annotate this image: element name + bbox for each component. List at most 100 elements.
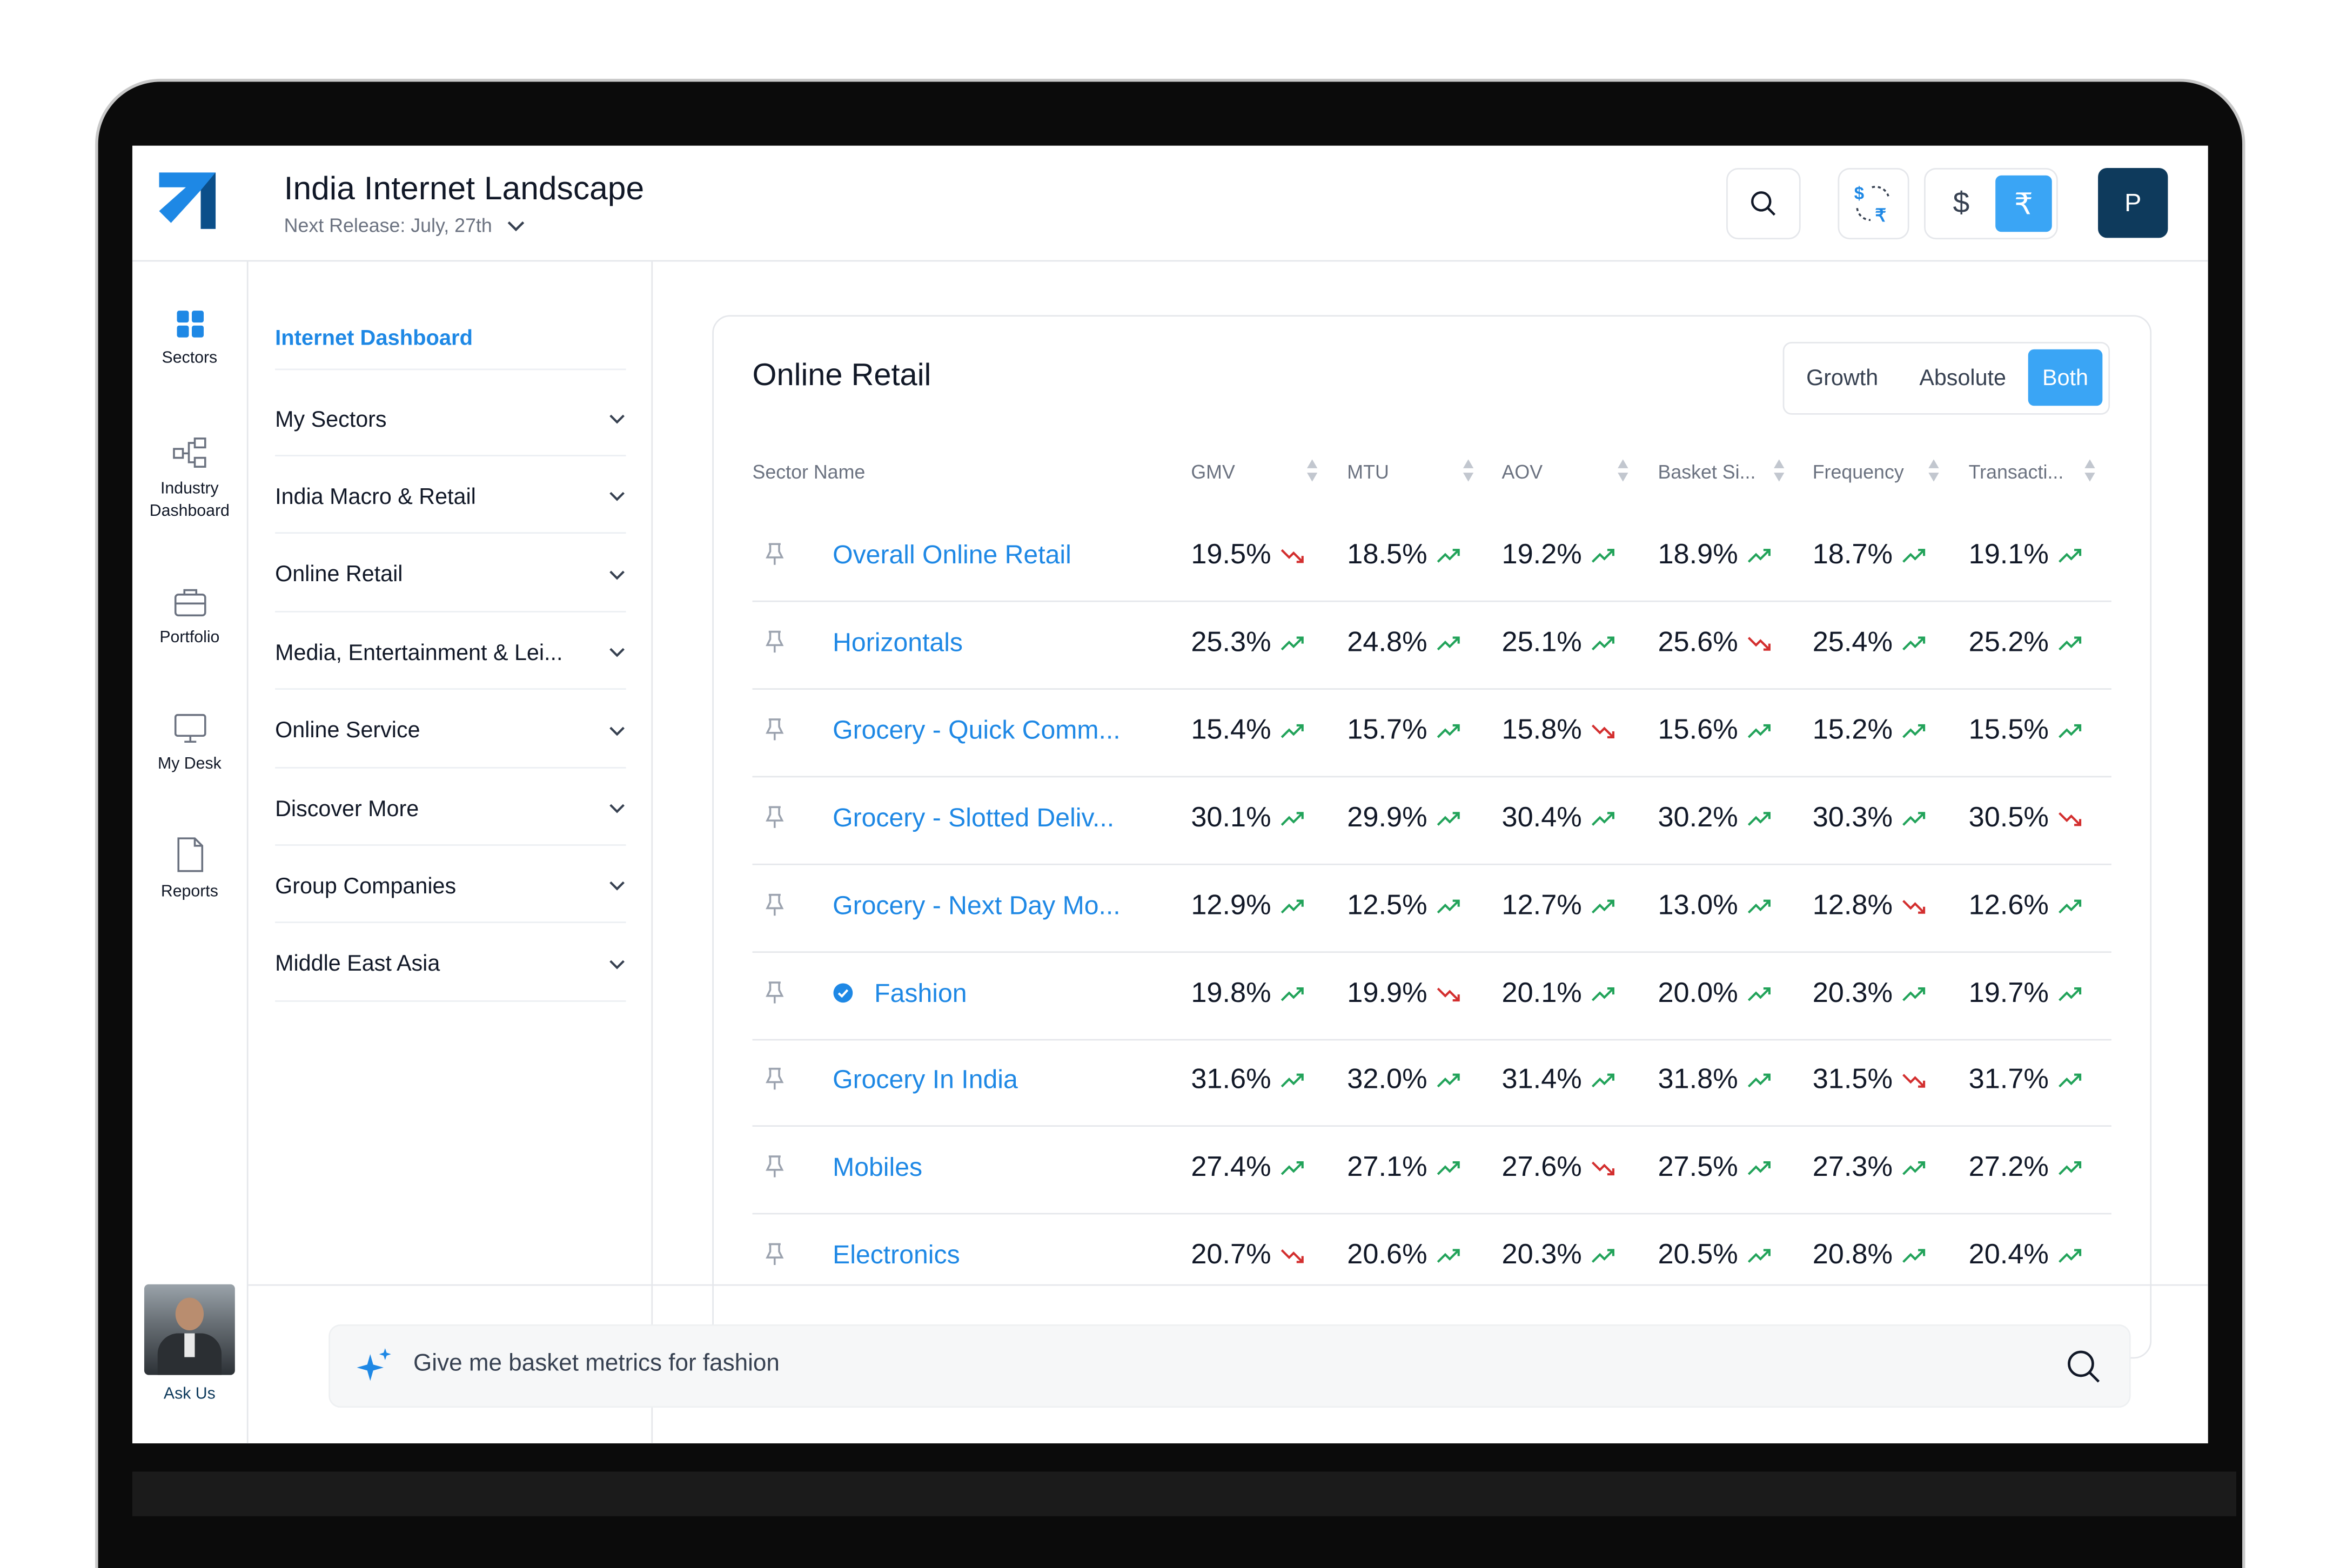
search-button[interactable] — [1726, 167, 1801, 240]
trend-down-icon — [1902, 899, 1925, 913]
column-header-sector-name: Sector Name — [752, 461, 866, 483]
metric-cell: 15.4% — [1191, 715, 1305, 748]
rail-item-reports[interactable]: Reports — [132, 837, 247, 904]
sort-icon[interactable] — [1462, 458, 1475, 483]
nav-item[interactable]: Media, Entertainment & Lei... — [275, 629, 626, 677]
pin-icon[interactable] — [765, 893, 786, 917]
metric-value: 25.4% — [1812, 627, 1893, 658]
rail-item-industry-dashboard[interactable]: Industry Dashboard — [132, 437, 247, 523]
metric-value: 27.3% — [1812, 1152, 1893, 1184]
ask-us-button[interactable]: Ask Us — [144, 1284, 235, 1403]
release-label: Next Release: July, 27th — [284, 214, 492, 237]
sector-link[interactable]: Overall Online Retail — [833, 540, 1071, 571]
sort-icon[interactable] — [1772, 458, 1786, 483]
metric-value: 30.1% — [1191, 802, 1271, 834]
metric-value: 18.5% — [1347, 539, 1427, 571]
currency-usd-button[interactable]: $ — [1953, 186, 1970, 219]
nav-item[interactable]: India Macro & Retail — [275, 473, 626, 521]
metric-value: 12.8% — [1812, 890, 1893, 921]
nav-item-label: India Macro & Retail — [275, 484, 476, 510]
trend-up-icon — [1591, 1249, 1614, 1263]
sector-link[interactable]: Horizontals — [833, 627, 963, 658]
sector-link[interactable]: Mobiles — [833, 1153, 922, 1184]
trend-down-icon — [1747, 636, 1771, 651]
user-avatar-button[interactable]: P — [2098, 167, 2168, 238]
column-header[interactable]: AOV — [1501, 461, 1543, 483]
metric-value: 18.9% — [1658, 539, 1738, 571]
trend-up-icon — [1591, 636, 1614, 650]
nav-item[interactable]: Middle East Asia — [275, 940, 626, 988]
sort-icon[interactable] — [1305, 458, 1319, 483]
metric-value: 20.0% — [1658, 977, 1738, 1009]
metric-value: 25.3% — [1191, 627, 1271, 658]
chevron-down-icon — [609, 414, 625, 424]
sector-link[interactable]: Grocery In India — [833, 1065, 1018, 1096]
nav-item-internet-dashboard[interactable]: Internet Dashboard — [275, 327, 473, 351]
metric-value: 27.5% — [1658, 1152, 1738, 1184]
pin-icon[interactable] — [765, 718, 786, 742]
nav-item[interactable]: Group Companies — [275, 863, 626, 910]
column-header[interactable]: Transacti... — [1968, 461, 2064, 483]
column-header[interactable]: MTU — [1347, 461, 1389, 483]
metric-value: 15.4% — [1191, 715, 1271, 746]
trend-up-icon — [1747, 1161, 1771, 1176]
sector-link[interactable]: Grocery - Slotted Deliv... — [833, 802, 1114, 833]
metric-value: 19.2% — [1501, 539, 1582, 571]
search-icon[interactable] — [2067, 1350, 2101, 1384]
currency-inr-button[interactable]: ₹ — [1995, 175, 2052, 232]
metric-cell: 31.5% — [1813, 1065, 1927, 1098]
rail-item-portfolio[interactable]: Portfolio — [132, 586, 247, 649]
nav-item-label: Group Companies — [275, 873, 457, 899]
metric-value: 19.9% — [1347, 977, 1427, 1009]
toggle-both[interactable]: Both — [2028, 349, 2103, 406]
release-selector[interactable]: Next Release: July, 27th — [284, 214, 525, 237]
nav-item[interactable]: My Sectors — [275, 395, 626, 443]
metric-value: 19.1% — [1968, 539, 2049, 571]
icon-rail: Sectors Industry Dashboard Portfolio My … — [132, 261, 249, 1444]
fx-usd-symbol: $ — [1854, 183, 1864, 203]
pin-icon[interactable] — [765, 542, 786, 566]
sort-icon[interactable] — [2083, 458, 2097, 483]
sidebar-nav: Internet Dashboard My Sectors India Macro… — [249, 261, 653, 1444]
sector-link[interactable]: Grocery - Quick Comm... — [833, 715, 1121, 746]
ask-input-text: Give me basket metrics for fashion — [413, 1351, 780, 1377]
metric-cell: 20.3% — [1502, 1240, 1617, 1273]
column-header[interactable]: Basket Si... — [1658, 461, 1756, 483]
advisor-photo — [144, 1284, 235, 1375]
nav-item[interactable]: Online Service — [275, 707, 626, 755]
pin-icon[interactable] — [765, 805, 786, 829]
pin-icon[interactable] — [765, 980, 786, 1004]
pin-icon[interactable] — [765, 630, 786, 654]
toggle-growth[interactable]: Growth — [1806, 365, 1879, 391]
metric-value: 15.6% — [1658, 715, 1738, 746]
ask-ai-input[interactable]: Give me basket metrics for fashion — [329, 1324, 2131, 1408]
sector-name: Grocery - Next Day Mo... — [833, 890, 1121, 920]
document-icon — [177, 837, 203, 872]
metric-cell: 27.2% — [1969, 1153, 2083, 1186]
rail-item-my-desk[interactable]: My Desk — [132, 712, 247, 776]
metric-cell: 25.1% — [1502, 627, 1617, 660]
rail-item-sectors[interactable]: Sectors — [132, 309, 247, 370]
pin-icon[interactable] — [765, 1068, 786, 1092]
sector-link[interactable]: Fashion — [833, 977, 967, 1008]
app-logo-icon[interactable] — [159, 172, 218, 232]
sort-icon[interactable] — [1927, 458, 1941, 483]
table-row: Electronics 20.7% 20.6% 20.3% 20.5% 20.8% 20.4… — [753, 1213, 2111, 1301]
sort-icon[interactable] — [1616, 458, 1630, 483]
sector-link[interactable]: Electronics — [833, 1240, 960, 1271]
pin-icon[interactable] — [765, 1155, 786, 1179]
nav-item-label: Online Retail — [275, 562, 403, 588]
pin-icon[interactable] — [765, 1243, 786, 1267]
metric-value: 30.3% — [1812, 802, 1893, 834]
metric-cell: 31.6% — [1191, 1065, 1305, 1098]
trend-up-icon — [1902, 724, 1925, 738]
metric-cell: 25.3% — [1191, 627, 1305, 660]
sector-link[interactable]: Grocery - Next Day Mo... — [833, 890, 1121, 921]
column-header[interactable]: Frequency — [1812, 461, 1904, 483]
metric-cell: 20.0% — [1658, 977, 1772, 1010]
nav-item[interactable]: Online Retail — [275, 551, 626, 598]
nav-item[interactable]: Discover More — [275, 785, 626, 832]
currency-convert-button[interactable]: $ ₹ — [1838, 167, 1909, 240]
toggle-absolute[interactable]: Absolute — [1919, 365, 2006, 391]
column-header[interactable]: GMV — [1191, 461, 1235, 483]
